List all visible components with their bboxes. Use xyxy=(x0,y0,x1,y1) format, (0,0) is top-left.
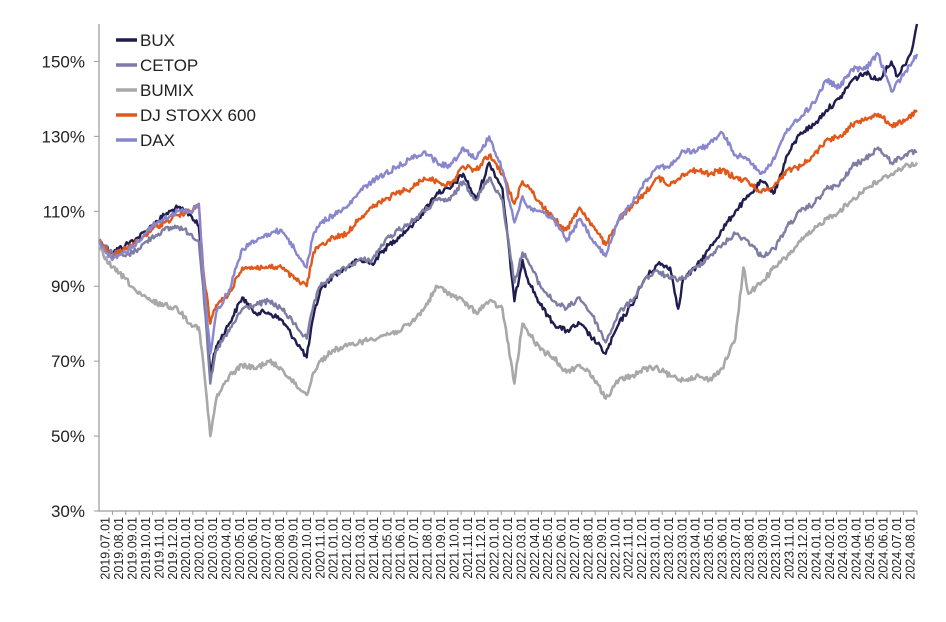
series-line-dax xyxy=(98,51,919,355)
y-tick-label: 110% xyxy=(43,202,85,221)
x-tick-label: 2023.10.01 xyxy=(769,517,783,580)
x-tick-label: 2024.07.01 xyxy=(890,517,904,580)
x-tick-label: 2022.05.01 xyxy=(541,517,555,580)
y-tick-label: 50% xyxy=(51,427,85,446)
x-tick-label: 2022.01.01 xyxy=(488,517,502,580)
x-tick-label: 2024.05.01 xyxy=(863,517,877,580)
x-tick-label: 2019.10.01 xyxy=(139,517,153,580)
x-tick-label: 2020.02.01 xyxy=(193,517,207,580)
x-tick-label: 2021.04.01 xyxy=(367,517,381,580)
axes-layer: 30%50%70%90%110%130%150%2019.07.01 2019.0… xyxy=(42,24,918,580)
series-line-bumix xyxy=(98,161,919,438)
x-tick-label: 2019.08.01 xyxy=(112,517,126,580)
x-tick-label: 2024.01.01 xyxy=(809,517,823,580)
x-tick-label: 2022.08.01 xyxy=(582,517,596,580)
series-layer xyxy=(97,23,919,438)
x-tick-label: 2020.06.01 xyxy=(246,517,260,580)
x-tick-label: 2019.11.01 xyxy=(152,517,166,579)
x-tick-label: 2023.01.01 xyxy=(649,517,663,580)
x-tick-label: 2022.11.01 xyxy=(622,517,636,579)
x-tick-label: 2023.02.01 xyxy=(662,517,676,580)
x-tick-label: 2021.09.01 xyxy=(434,517,448,580)
y-tick-label: 90% xyxy=(51,277,85,296)
x-tick-label: 2024.02.01 xyxy=(823,517,837,580)
x-tick-label: 2023.05.01 xyxy=(702,517,716,580)
x-tick-label: 2019.12.01 xyxy=(166,517,180,580)
series-line-cetop xyxy=(98,146,918,385)
x-tick-label: 2023.04.01 xyxy=(689,517,703,580)
legend: BUX CETOP BUMIX DJ STOXX 600 DAX xyxy=(116,31,256,150)
x-tick-label: 2021.02.01 xyxy=(340,517,354,580)
x-tick-label: 2022.07.01 xyxy=(568,517,582,580)
y-tick-label: 70% xyxy=(51,352,85,371)
legend-label: DAX xyxy=(140,131,175,150)
x-tick-label: 2021.08.01 xyxy=(421,517,435,580)
x-tick-label: 2023.11.01 xyxy=(783,517,797,579)
x-tick-label: 2023.06.01 xyxy=(716,517,730,580)
x-tick-label: 2022.02.01 xyxy=(501,517,515,580)
x-tick-label: 2020.10.01 xyxy=(300,517,314,580)
x-tick-label: 2022.04.01 xyxy=(528,517,542,580)
x-tick-label: 2023.07.01 xyxy=(729,517,743,580)
x-tick-label: 2023.03.01 xyxy=(675,517,689,580)
x-tick-label: 2019.07.01 xyxy=(99,517,113,580)
x-tick-label: 2021.12.01 xyxy=(474,517,488,580)
x-tick-label: 2022.09.01 xyxy=(595,517,609,580)
x-tick-label: 2019.09.01 xyxy=(126,517,140,580)
x-tick-label: 2021.01.01 xyxy=(327,517,341,580)
x-tick-label: 2022.03.01 xyxy=(514,517,528,580)
x-tick-label: 2020.11.01 xyxy=(313,517,327,579)
x-tick-label: 2021.06.01 xyxy=(394,517,408,580)
x-tick-label: 2024.08.01 xyxy=(903,517,917,580)
x-tick-label: 2021.05.01 xyxy=(380,517,394,580)
x-tick-label: 2023.09.01 xyxy=(756,517,770,580)
x-tick-label: 2020.07.01 xyxy=(260,517,274,580)
x-tick-label: 2024.04.01 xyxy=(850,517,864,580)
y-tick-label: 150% xyxy=(42,52,85,71)
legend-label: BUMIX xyxy=(140,81,194,100)
x-tick-label: 2020.01.01 xyxy=(179,517,193,580)
x-tick-label: 2021.10.01 xyxy=(447,517,461,580)
y-tick-label: 30% xyxy=(51,502,85,521)
y-tick-label: 130% xyxy=(42,127,85,146)
x-tick-label: 2020.08.01 xyxy=(273,517,287,580)
x-tick-label: 2024.06.01 xyxy=(877,517,891,580)
legend-label: BUX xyxy=(140,31,175,50)
x-tick-label: 2020.09.01 xyxy=(286,517,300,580)
x-tick-label: 2022.12.01 xyxy=(635,517,649,580)
x-tick-label: 2020.05.01 xyxy=(233,517,247,580)
x-tick-label: 2023.12.01 xyxy=(796,517,810,580)
x-tick-label: 2022.06.01 xyxy=(555,517,569,580)
legend-label: CETOP xyxy=(140,56,198,75)
x-tick-label: 2021.07.01 xyxy=(407,517,421,580)
x-tick-label: 2024.03.01 xyxy=(836,517,850,580)
x-tick-label: 2023.08.01 xyxy=(742,517,756,580)
x-tick-label: 2022.10.01 xyxy=(608,517,622,580)
x-tick-label: 2020.04.01 xyxy=(219,517,233,580)
x-tick-label: 2021.11.01 xyxy=(461,517,475,579)
legend-label: DJ STOXX 600 xyxy=(140,106,256,125)
x-tick-label: 2021.03.01 xyxy=(354,517,368,580)
x-tick-label: 2020.03.01 xyxy=(206,517,220,580)
